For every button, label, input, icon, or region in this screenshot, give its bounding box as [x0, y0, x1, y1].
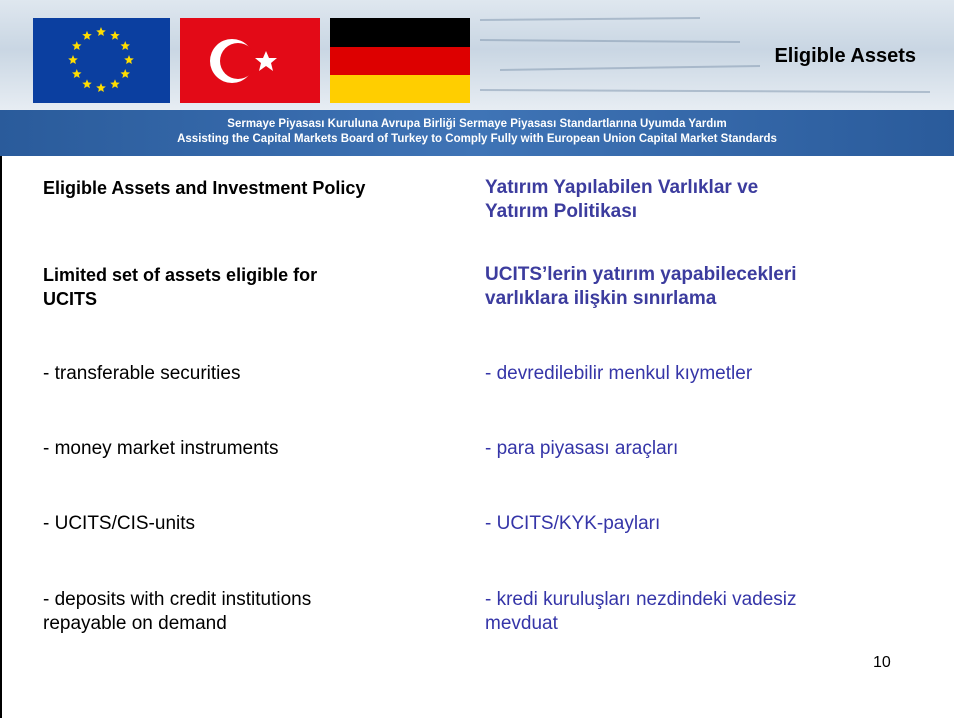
header-graphics [33, 17, 931, 103]
star [82, 79, 92, 89]
text-line: Eligible Assets and Investment Policy [43, 178, 366, 198]
star [110, 30, 120, 40]
header-background: Eligible Assets [0, 0, 954, 110]
text-line: mevduat [485, 613, 558, 634]
right-text: - devredilebilir menkul kıymetler [485, 362, 752, 386]
text-line: Yatırım Politikası [485, 201, 638, 222]
right-text: Yatırım Yapılabilen Varlıklar ve Yatırım … [485, 176, 758, 224]
subtitle: Sermaye Piyasası Kuruluna Avrupa Birliği… [227, 118, 727, 130]
subtitle-band: Sermaye Piyasası Kuruluna Avrupa Birliği… [0, 110, 954, 156]
text-line: varlıklara ilişkin sınırlama [485, 288, 717, 309]
text-line: - transferable securities [43, 363, 241, 384]
right-text: UCITS’lerin yatırım yapabilecekleri varlı… [485, 263, 797, 311]
text-line: Yatırım Yapılabilen Varlıklar ve [485, 177, 759, 198]
text-line: - deposits with credit institutions [43, 589, 312, 610]
star [82, 30, 92, 40]
text-line: - money market instruments [43, 438, 279, 459]
left-text: - deposits with credit institutions repay… [43, 588, 311, 636]
text-line: repayable on demand [43, 613, 227, 634]
right-text: - para piyasası araçları [485, 437, 678, 461]
star [72, 69, 82, 78]
text-line: UCITS’lerin yatırım yapabilecekleri [485, 264, 797, 285]
text-line: - para piyasası araçları [485, 438, 679, 459]
slide-title: Eligible Assets [774, 45, 916, 67]
text-line: - devredilebilir menkul kıymetler [485, 363, 753, 384]
text-line: - UCITS/KYK-payları [485, 513, 661, 534]
star [124, 55, 134, 64]
star [68, 55, 78, 64]
text-line: - UCITS/CIS-units [43, 513, 196, 534]
right-text: - UCITS/KYK-payları [485, 512, 660, 536]
page-number: 10 [873, 654, 891, 671]
germany-flag [330, 18, 470, 103]
left-text: Eligible Assets and Investment Policy [43, 176, 365, 200]
left-text: Limited set of assets eligible for UCITS [43, 263, 317, 311]
star [110, 79, 120, 89]
star [120, 69, 130, 78]
text-line: - kredi kuruluşları nezdindeki vadesiz [485, 589, 797, 610]
right-text: - kredi kuruluşları nezdindeki vadesiz me… [485, 588, 797, 636]
star [120, 41, 130, 50]
eu-flag [33, 18, 170, 103]
star [96, 27, 106, 36]
turkey-flag [180, 18, 320, 103]
text-line: Limited set of assets eligible for [43, 265, 318, 285]
star [96, 83, 106, 92]
text-line: UCITS [43, 289, 97, 309]
left-text: - transferable securities [43, 362, 240, 386]
star [72, 41, 82, 50]
left-text: - UCITS/CIS-units [43, 512, 195, 536]
subtitle: Assisting the Capital Markets Board of T… [177, 133, 777, 145]
border [0, 156, 2, 718]
left-text: - money market instruments [43, 437, 278, 461]
